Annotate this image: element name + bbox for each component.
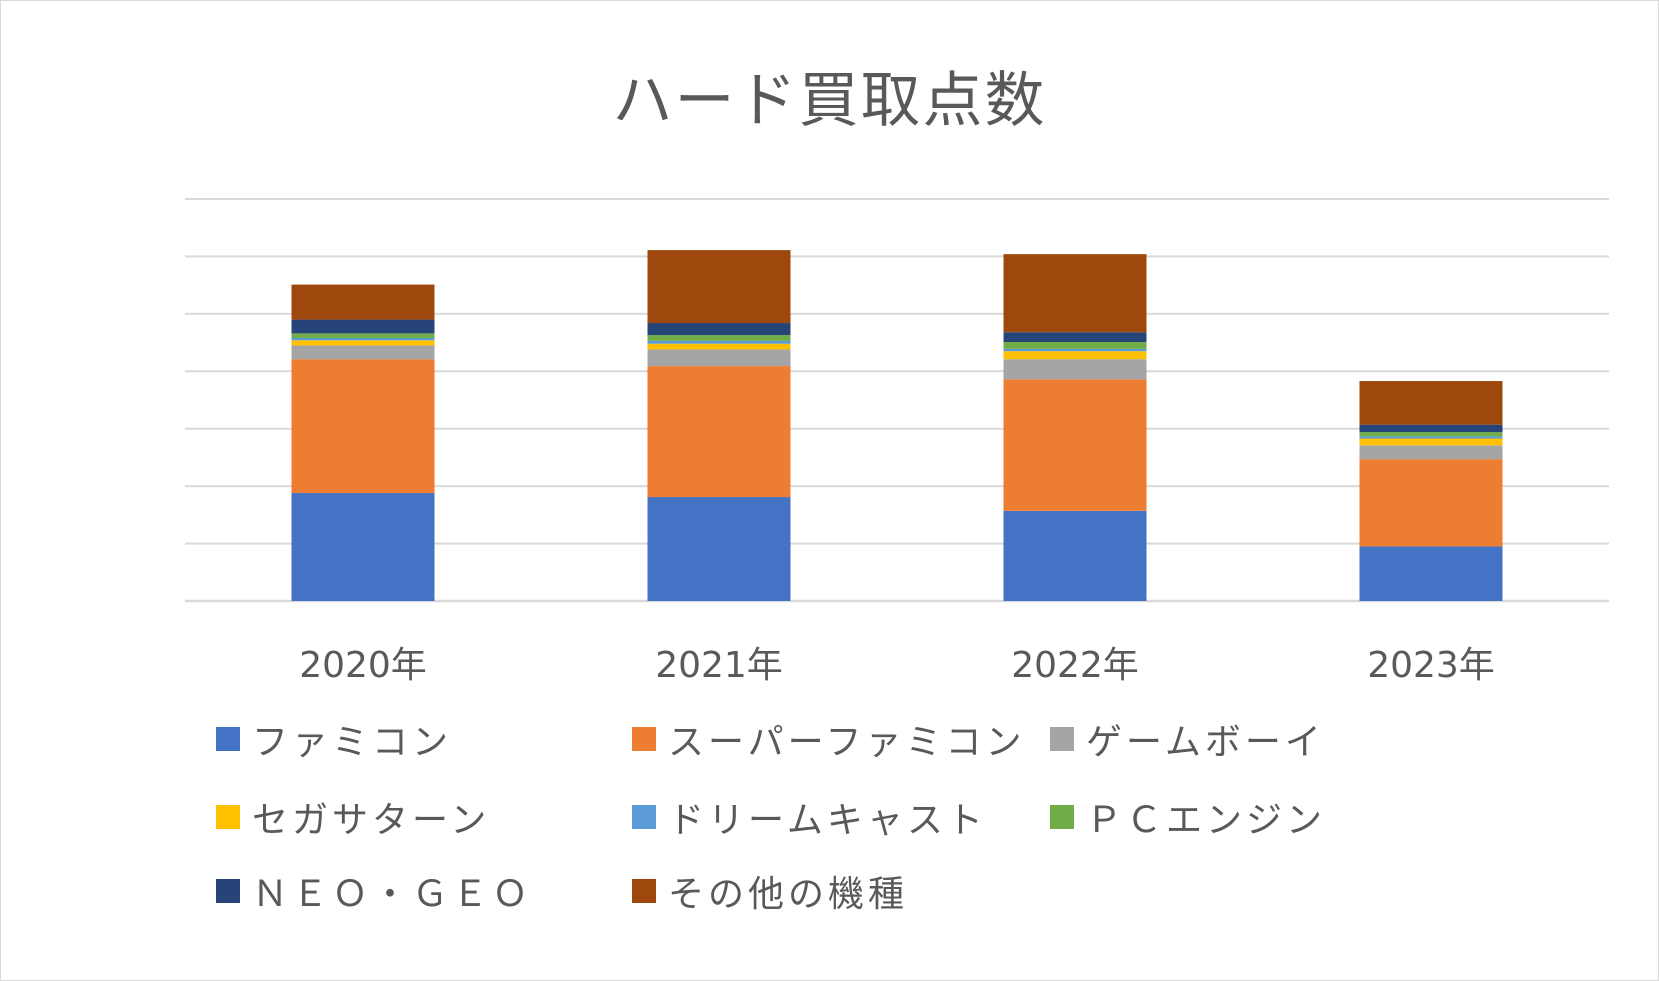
bar-segment [1003,332,1147,342]
legend-swatch [216,879,240,903]
bar-segment [1003,379,1147,511]
bar-segment [291,333,435,338]
chart-title: ハード買取点数 [612,66,1047,136]
legend-item: ゲームボーイ [1050,713,1325,765]
legend-item: その他の機種 [632,865,908,917]
bar-segment [291,319,435,334]
legend-item: セガサターン [216,791,490,843]
bar-segment [647,335,791,341]
bar-segment [1359,438,1503,446]
x-tick-label: 2022年 [1011,645,1139,686]
bar-segment [647,497,791,601]
bar-segment [1003,359,1147,380]
legend-item: ファミコン [216,713,452,765]
legend-label: ＰＣエンジン [1086,800,1327,841]
legend-swatch [216,805,240,829]
bar-segment [1003,510,1147,601]
bar-segment [1003,351,1147,360]
legend-item: スーパーファミコン [632,713,1025,765]
bar-segment [647,323,791,336]
bar-segment [1359,445,1503,460]
legend-swatch [216,727,240,751]
bar-segment [291,359,435,494]
legend-label: ファミコン [252,722,453,763]
bar-segment [1003,348,1147,352]
bar-segment [291,337,435,341]
legend-label: ＮＥＯ・ＧＥＯ [252,874,533,915]
legend-item: ＰＣエンジン [1050,791,1326,843]
legend-label: その他の機種 [668,874,909,915]
bar-segment [291,345,435,360]
bar-segment [1003,254,1147,333]
legend-swatch [632,727,656,751]
bar-segment [1359,381,1503,425]
x-tick-label: 2020年 [299,645,427,686]
legend-swatch [632,805,656,829]
bar-segment [1359,432,1503,437]
bar-segment [1359,436,1503,439]
legend-swatch [632,879,656,903]
x-tick-label: 2023年 [1367,645,1495,686]
bar-segment [1003,341,1147,349]
bar-segment [291,284,435,320]
legend-swatch [1050,805,1074,829]
bar-segment [1359,424,1503,433]
legend-label: ゲームボーイ [1086,722,1325,763]
legend-item: ドリームキャスト [632,791,987,843]
legend-label: スーパーファミコン [668,722,1026,763]
bar-segment [647,340,791,344]
bar-segment [647,349,791,367]
x-axis-labels: 2020年 2021年 2022年 2023年 [299,645,1495,686]
bar-segment [1359,546,1503,601]
bar-segment [647,250,791,324]
x-tick-label: 2021年 [655,645,783,686]
legend-item: ＮＥＯ・ＧＥＯ [216,865,532,917]
bar-segment [1359,459,1503,547]
legend-label: セガサターン [252,800,491,841]
bar-segment [291,493,435,601]
bar-segment [647,366,791,498]
bar-series-group [291,250,1503,601]
legend-swatch [1050,727,1074,751]
bar-segment [291,340,435,346]
legend-label: ドリームキャスト [668,800,987,841]
bar-segment [647,343,791,350]
